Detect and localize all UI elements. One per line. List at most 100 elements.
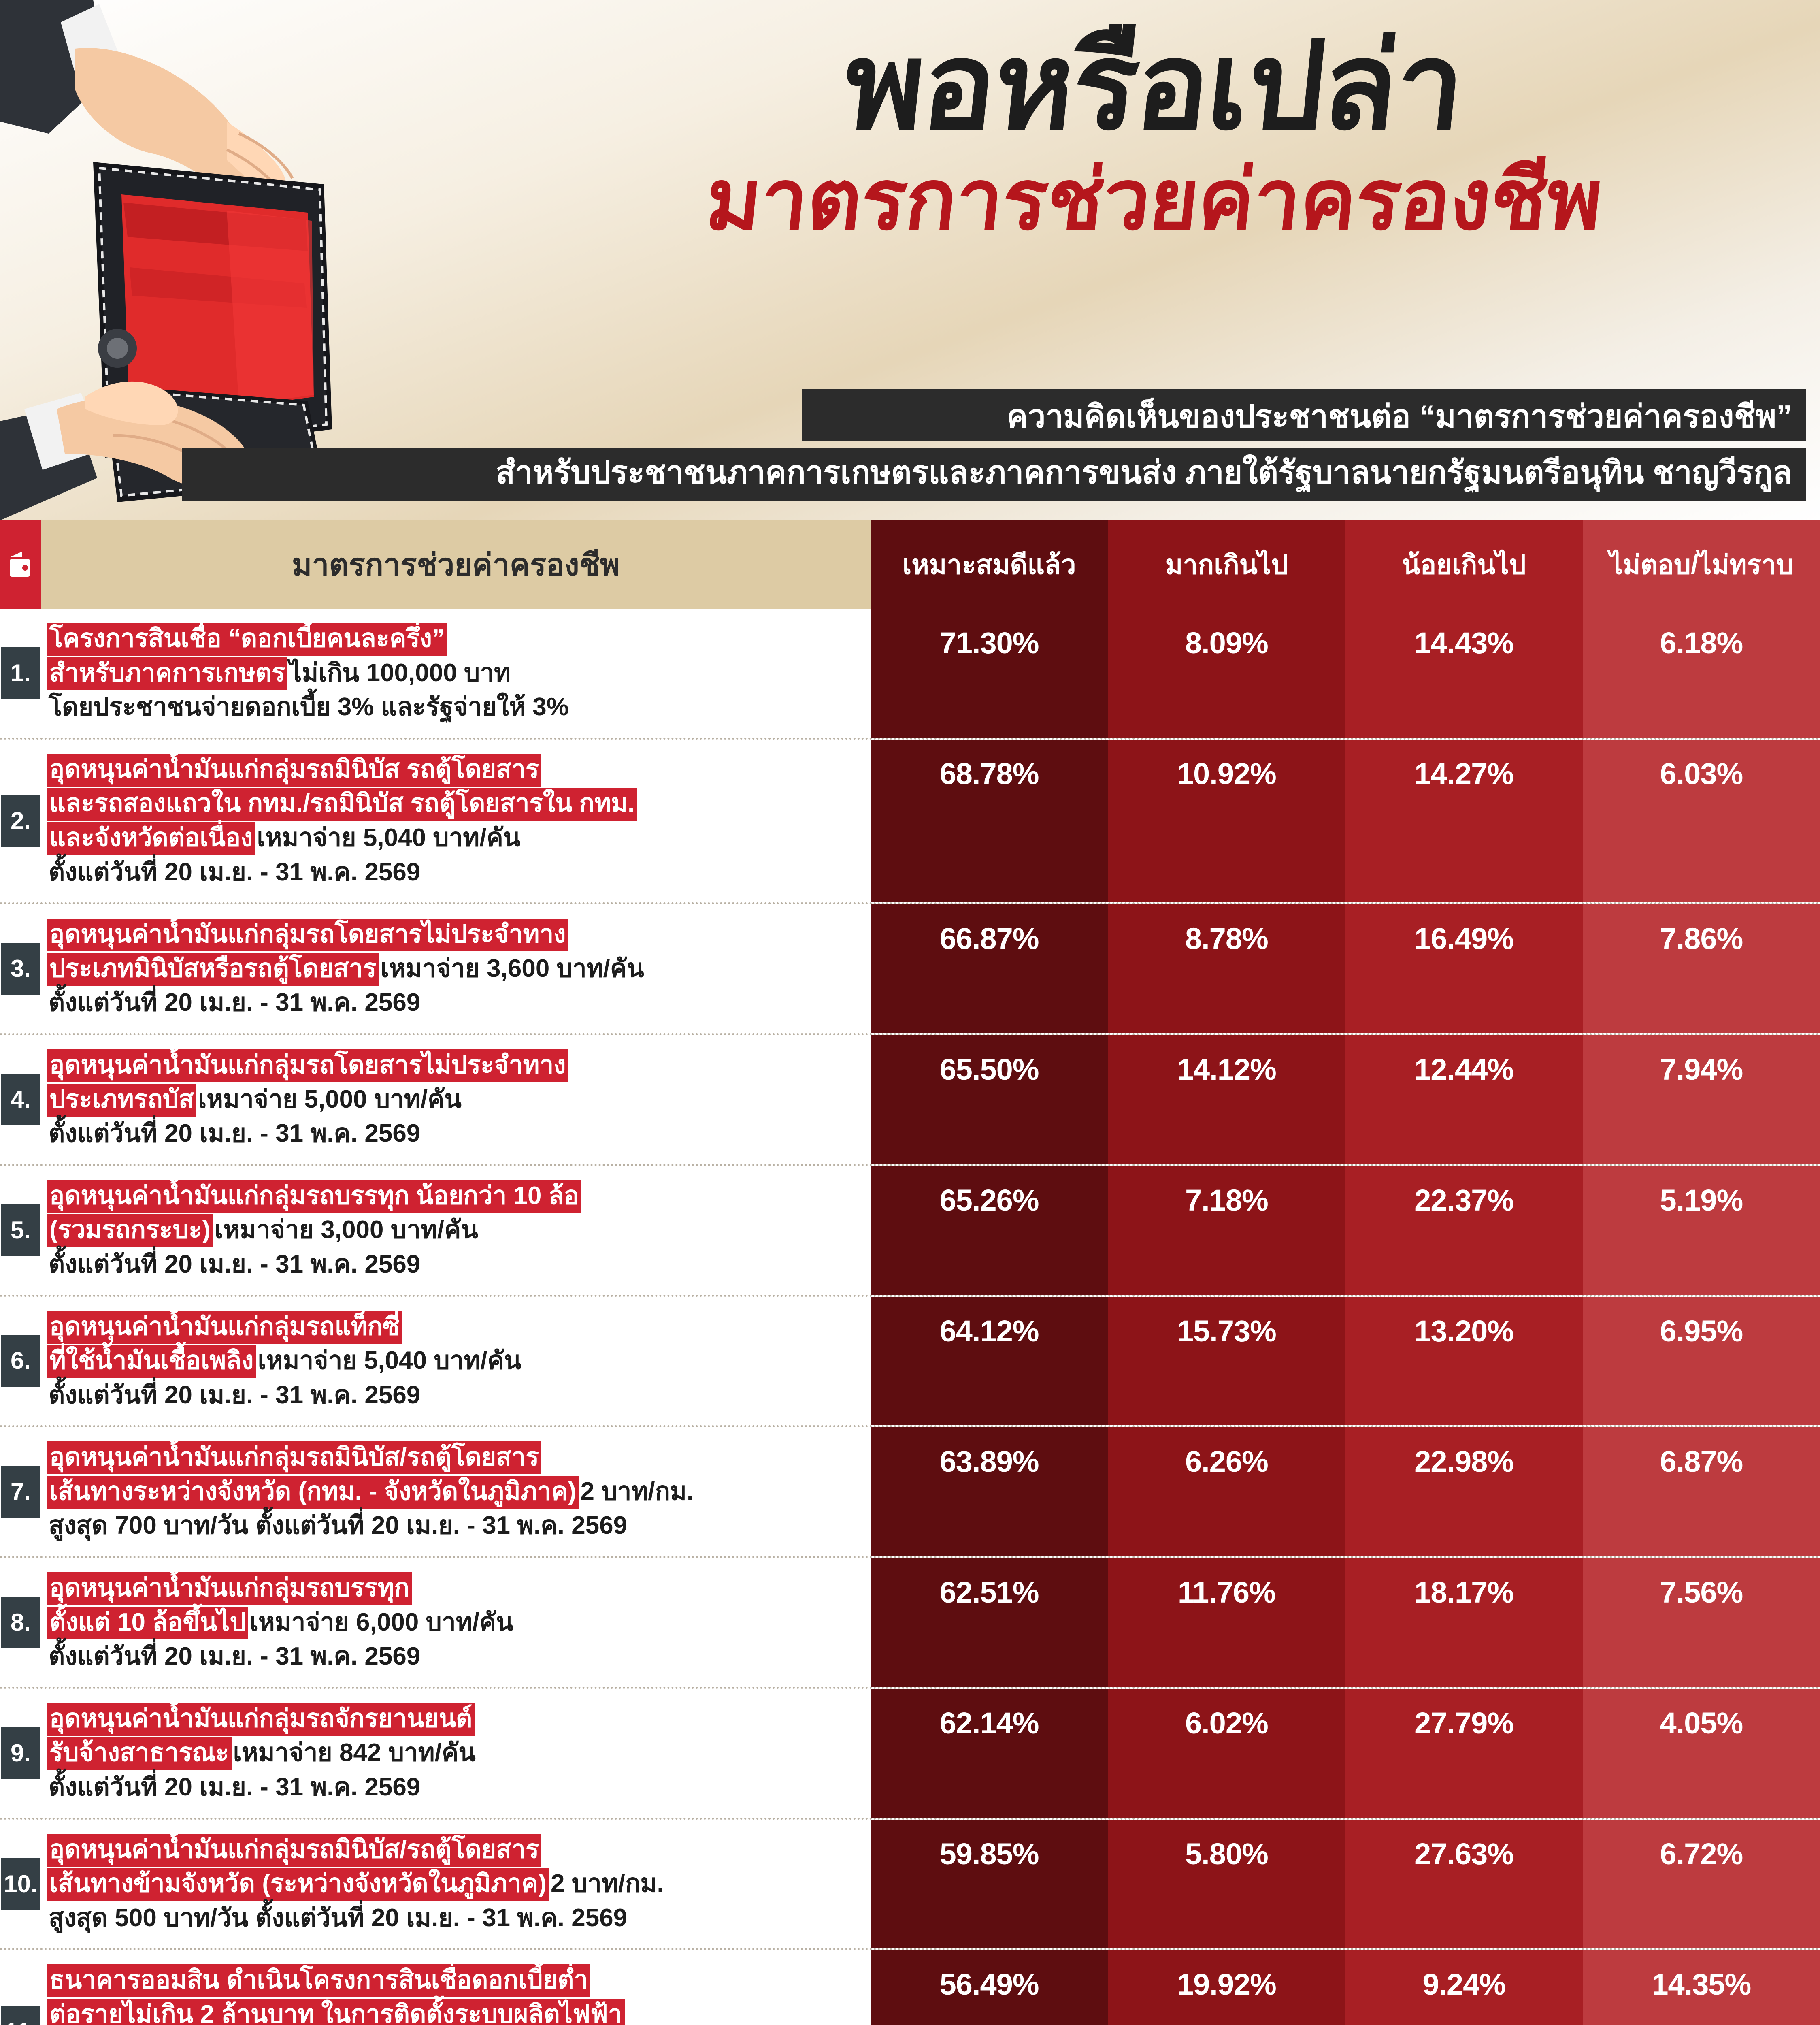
header-col-2: มากเกินไป: [1108, 520, 1345, 609]
measure-cell: อุดหนุนค่าน้ำมันแก่กลุ่มรถมินิบัส รถตู้โ…: [41, 740, 871, 902]
table-row: 9. อุดหนุนค่าน้ำมันแก่กลุ่มรถจักรยานยนต์ร…: [0, 1688, 1820, 1820]
subtitle-box-upper: ความคิดเห็นของประชาชนต่อ “มาตรการช่วยค่า…: [802, 389, 1806, 442]
measure-highlight-text: ประเภทรถบัส: [47, 1083, 196, 1117]
value-cell: 6.72%: [1582, 1819, 1820, 1948]
measure-line: อุดหนุนค่าน้ำมันแก่กลุ่มรถมินิบัส รถตู้โ…: [47, 753, 861, 787]
measure-line: อุดหนุนค่าน้ำมันแก่กลุ่มรถแท็กซี่: [47, 1311, 861, 1344]
value-cell: 65.50%: [871, 1035, 1108, 1164]
row-number-cell: 11.: [0, 1950, 41, 2025]
value-cell: 18.17%: [1345, 1558, 1583, 1687]
measure-line: อุดหนุนค่าน้ำมันแก่กลุ่มรถโดยสารไม่ประจำ…: [47, 918, 861, 952]
measure-line: อุดหนุนค่าน้ำมันแก่กลุ่มรถบรรทุก น้อยกว่…: [47, 1180, 861, 1213]
table-row: 10. อุดหนุนค่าน้ำมันแก่กลุ่มรถมินิบัส/รถต…: [0, 1819, 1820, 1950]
measure-line: ต่อรายไม่เกิน 2 ล้านบาท ในการติดตั้งระบบ…: [47, 1998, 861, 2025]
value-cell: 68.78%: [871, 739, 1108, 903]
measure-plain-text: โดยประชาชนจ่ายดอกเบี้ย 3% และรัฐจ่ายให้ …: [49, 693, 569, 721]
measure-highlight-text: อุดหนุนค่าน้ำมันแก่กลุ่มรถมินิบัส รถตู้โ…: [47, 753, 542, 787]
value-cell: 19.92%: [1108, 1950, 1345, 2025]
header-col-1: เหมาะสมดีแล้ว: [871, 520, 1108, 609]
measure-plain-text: เหมาจ่าย 5,040 บาท/คัน: [258, 1347, 522, 1375]
table-row: 7. อุดหนุนค่าน้ำมันแก่กลุ่มรถมินิบัส/รถตู…: [0, 1427, 1820, 1558]
measure-line: สูงสุด 700 บาท/วัน ตั้งแต่วันที่ 20 เม.ย…: [47, 1509, 861, 1542]
value-cell: 14.43%: [1345, 609, 1583, 738]
measure-line: ตั้งแต่วันที่ 20 เม.ย. - 31 พ.ค. 2569: [47, 1248, 861, 1281]
measure-highlight-text: อุดหนุนค่าน้ำมันแก่กลุ่มรถบรรทุก น้อยกว่…: [47, 1180, 581, 1213]
measure-plain-text: สูงสุด 500 บาท/วัน ตั้งแต่วันที่ 20 เม.ย…: [49, 1904, 628, 1932]
measure-cell: อุดหนุนค่าน้ำมันแก่กลุ่มรถบรรทุก ตั้งแต่ …: [41, 1558, 871, 1687]
measure-cell: ธนาคารออมสิน ดำเนินโครงการสินเชื่อดอกเบี…: [41, 1950, 871, 2025]
measure-highlight-text: อุดหนุนค่าน้ำมันแก่กลุ่มรถโดยสารไม่ประจำ…: [47, 919, 568, 952]
row-number-badge: 2.: [1, 795, 40, 847]
measure-plain-text: ตั้งแต่วันที่ 20 เม.ย. - 31 พ.ค. 2569: [49, 1119, 421, 1148]
measure-plain-text: 2 บาท/กม.: [550, 1869, 664, 1898]
measure-line: ตั้งแต่วันที่ 20 เม.ย. - 31 พ.ค. 2569: [47, 1379, 861, 1412]
table-row: 1. โครงการสินเชื่อ “ดอกเบี้ยคนละครึ่ง” สำห…: [0, 609, 1820, 740]
row-number-badge: 4.: [1, 1073, 40, 1125]
value-cell: 10.92%: [1108, 739, 1345, 903]
value-cell: 11.76%: [1108, 1558, 1345, 1687]
value-cell: 5.80%: [1108, 1819, 1345, 1948]
row-number-cell: 7.: [0, 1427, 41, 1556]
measure-plain-text: เหมาจ่าย 842 บาท/คัน: [233, 1739, 476, 1767]
measure-highlight-text: (รวมรถกระบะ): [47, 1214, 213, 1247]
measure-highlight-text: อุดหนุนค่าน้ำมันแก่กลุ่มรถมินิบัส/รถตู้โ…: [47, 1833, 542, 1867]
value-cell: 6.03%: [1582, 739, 1820, 903]
header-col-3: น้อยเกินไป: [1345, 520, 1583, 609]
row-number-cell: 8.: [0, 1558, 41, 1687]
value-cell: 63.89%: [871, 1427, 1108, 1556]
measure-line: เส้นทางข้ามจังหวัด (ระหว่างจังหวัดในภูมิ…: [47, 1867, 861, 1901]
results-table: มาตรการช่วยค่าครองชีพ เหมาะสมดีแล้ว มากเ…: [0, 520, 1820, 2025]
table-row: 11. ธนาคารออมสิน ดำเนินโครงการสินเชื่อดอก…: [0, 1950, 1820, 2025]
measure-highlight-text: อุดหนุนค่าน้ำมันแก่กลุ่มรถบรรทุก: [47, 1572, 412, 1605]
value-cell: 7.94%: [1582, 1035, 1820, 1164]
row-number-badge: 9.: [1, 1727, 40, 1779]
hero-title-primary: พอหรือเปล่า: [837, 15, 1471, 157]
measure-plain-text: สูงสุด 700 บาท/วัน ตั้งแต่วันที่ 20 เม.ย…: [49, 1511, 628, 1540]
measure-plain-text: ตั้งแต่วันที่ 20 เม.ย. - 31 พ.ค. 2569: [49, 1381, 421, 1409]
row-number-badge: 5.: [1, 1204, 40, 1256]
table-row: 4. อุดหนุนค่าน้ำมันแก่กลุ่มรถโดยสารไม่ประ…: [0, 1035, 1820, 1166]
measure-highlight-text: อุดหนุนค่าน้ำมันแก่กลุ่มรถมินิบัส/รถตู้โ…: [47, 1441, 542, 1475]
row-number-cell: 2.: [0, 739, 41, 903]
row-number-cell: 5.: [0, 1166, 41, 1295]
measure-plain-text: เหมาจ่าย 5,040 บาท/คัน: [257, 823, 521, 852]
row-number-badge: 7.: [1, 1466, 40, 1518]
value-cell: 62.51%: [871, 1558, 1108, 1687]
measure-line: ตั้งแต่วันที่ 20 เม.ย. - 31 พ.ค. 2569: [47, 1117, 861, 1150]
value-cell: 7.86%: [1582, 904, 1820, 1033]
measure-line: ธนาคารออมสิน ดำเนินโครงการสินเชื่อดอกเบี…: [47, 1964, 861, 1997]
measure-highlight-text: ต่อรายไม่เกิน 2 ล้านบาท ในการติดตั้งระบบ…: [47, 1999, 625, 2025]
row-number-cell: 6.: [0, 1296, 41, 1426]
measure-line: โครงการสินเชื่อ “ดอกเบี้ยคนละครึ่ง”: [47, 622, 861, 656]
value-cell: 65.26%: [871, 1166, 1108, 1295]
value-cell: 12.44%: [1345, 1035, 1583, 1164]
measure-highlight-text: อุดหนุนค่าน้ำมันแก่กลุ่มรถโดยสารไม่ประจำ…: [47, 1049, 568, 1082]
measure-plain-text: ตั้งแต่วันที่ 20 เม.ย. - 31 พ.ค. 2569: [49, 989, 421, 1017]
measure-line: ตั้งแต่วันที่ 20 เม.ย. - 31 พ.ค. 2569: [47, 856, 861, 889]
wallet-icon: [0, 520, 41, 609]
measure-cell: อุดหนุนค่าน้ำมันแก่กลุ่มรถมินิบัส/รถตู้โ…: [41, 1820, 871, 1948]
hero-section: พอหรือเปล่า มาตรการช่วยค่าครองชีพ ความคิ…: [0, 0, 1820, 520]
row-number-cell: 1.: [0, 609, 41, 738]
measure-highlight-text: ที่ใช้น้ำมันเชื้อเพลิง: [47, 1345, 256, 1378]
measure-cell: โครงการสินเชื่อ “ดอกเบี้ยคนละครึ่ง” สำหรั…: [41, 609, 871, 738]
measure-plain-text: เหมาจ่าย 6,000 บาท/คัน: [249, 1608, 513, 1636]
value-cell: 14.35%: [1582, 1950, 1820, 2025]
measure-line: อุดหนุนค่าน้ำมันแก่กลุ่มรถบรรทุก: [47, 1572, 861, 1605]
measure-line: ตั้งแต่ 10 ล้อขึ้นไป เหมาจ่าย 6,000 บาท/ค…: [47, 1606, 861, 1639]
subtitle-box-lower: สำหรับประชาชนภาคการเกษตรและภาคการขนส่ง ภ…: [182, 448, 1806, 501]
value-cell: 6.26%: [1108, 1427, 1345, 1556]
value-cell: 16.49%: [1345, 904, 1583, 1033]
value-cell: 6.87%: [1582, 1427, 1820, 1556]
table-row: 5. อุดหนุนค่าน้ำมันแก่กลุ่มรถบรรทุก น้อยก…: [0, 1166, 1820, 1297]
measure-line: และจังหวัดต่อเนื่อง เหมาจ่าย 5,040 บาท/คั…: [47, 822, 861, 855]
measure-line: ประเภทมินิบัสหรือรถตู้โดยสาร เหมาจ่าย 3,6…: [47, 953, 861, 986]
measure-highlight-text: ประเภทมินิบัสหรือรถตู้โดยสาร: [47, 953, 379, 986]
measure-plain-text: ตั้งแต่วันที่ 20 เม.ย. - 31 พ.ค. 2569: [49, 1773, 421, 1801]
measure-plain-text: ตั้งแต่วันที่ 20 เม.ย. - 31 พ.ค. 2569: [49, 858, 421, 886]
measure-line: (รวมรถกระบะ) เหมาจ่าย 3,000 บาท/คัน: [47, 1214, 861, 1247]
measure-highlight-text: อุดหนุนค่าน้ำมันแก่กลุ่มรถแท็กซี่: [47, 1311, 402, 1344]
row-number-badge: 3.: [1, 943, 40, 995]
header-col-4: ไม่ตอบ/ไม่ทราบ: [1582, 520, 1820, 609]
measure-line: อุดหนุนค่าน้ำมันแก่กลุ่มรถมินิบัส/รถตู้โ…: [47, 1441, 861, 1475]
